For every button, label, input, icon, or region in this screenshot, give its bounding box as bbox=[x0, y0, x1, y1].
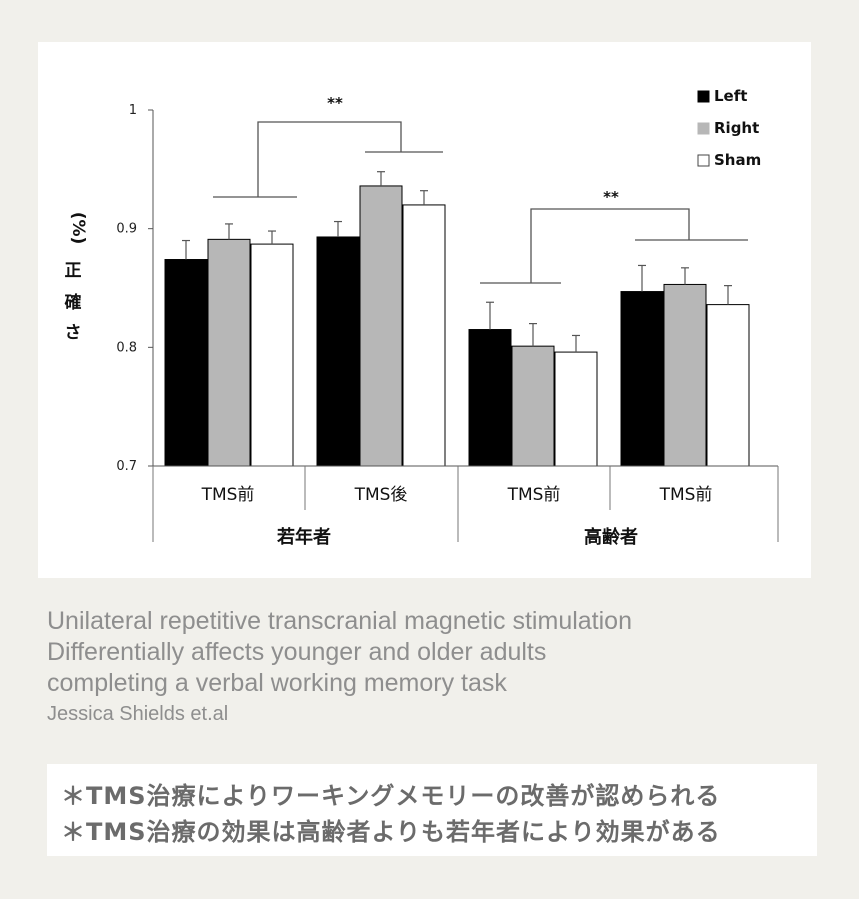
bar-right bbox=[663, 283, 707, 467]
notes-box: ＊TMS治療によりワーキングメモリーの改善が認められる ＊TMS治療の効果は高齢… bbox=[47, 764, 817, 856]
chart-panel: 0.7 0.8 0.9 1 (%) 正確さ TMS前 TMS後 TMS前 TMS前若年者 高齢者 **… bbox=[38, 42, 811, 578]
y-tick-label: 0.8 bbox=[116, 340, 137, 355]
bar-right bbox=[511, 345, 555, 467]
note-line-2: ＊TMS治療の効果は高齢者よりも若年者により効果がある bbox=[61, 818, 721, 846]
legend-label-left: Left bbox=[714, 87, 747, 105]
bar-left bbox=[164, 259, 208, 467]
y-tick-label: 0.7 bbox=[116, 459, 137, 474]
bar-sham bbox=[250, 243, 294, 467]
note-line-1: ＊TMS治療によりワーキングメモリーの改善が認められる bbox=[61, 782, 721, 810]
figure-caption: Unilateral repetitive transcranial magne… bbox=[47, 606, 837, 728]
group-label: 若年者 bbox=[276, 526, 331, 548]
legend-label-right: Right bbox=[714, 119, 759, 137]
category-label: TMS前 bbox=[201, 485, 255, 505]
significance-bracket bbox=[530, 208, 690, 283]
caption-author: Jessica Shields et.al bbox=[47, 703, 229, 725]
category-label: TMS後 bbox=[354, 485, 408, 505]
category-label: TMS前 bbox=[659, 485, 713, 505]
legend-swatch-left bbox=[697, 90, 710, 103]
bar-right bbox=[359, 185, 403, 467]
y-axis-label-unit: (%) bbox=[68, 212, 88, 245]
legend-label-sham: Sham bbox=[714, 151, 761, 169]
y-axis-label-char: さ bbox=[65, 323, 82, 343]
bar-sham bbox=[554, 351, 598, 467]
caption-line-3: completing a verbal working memory task bbox=[47, 669, 507, 697]
bar-left bbox=[620, 291, 664, 467]
legend-swatch-right bbox=[697, 122, 710, 135]
significance-label: ** bbox=[327, 94, 343, 112]
significance-label: ** bbox=[603, 188, 619, 206]
y-axis-label-char: 正 bbox=[65, 261, 82, 281]
category-label: TMS前 bbox=[507, 485, 561, 505]
bar-right bbox=[207, 238, 251, 467]
bar-left bbox=[468, 329, 512, 467]
bar-sham bbox=[706, 304, 750, 467]
y-axis-label-char: 確 bbox=[65, 292, 82, 313]
significance-bracket bbox=[257, 121, 402, 197]
caption-line-1: Unilateral repetitive transcranial magne… bbox=[47, 607, 632, 635]
y-tick-label: 0.9 bbox=[116, 222, 137, 237]
y-tick-label: 1 bbox=[129, 103, 137, 118]
bar-sham bbox=[402, 204, 446, 467]
group-label: 高齢者 bbox=[584, 526, 638, 548]
legend-swatch-sham bbox=[697, 154, 710, 167]
caption-line-2: Differentially affects younger and older… bbox=[47, 638, 547, 666]
bar-left bbox=[316, 236, 360, 467]
